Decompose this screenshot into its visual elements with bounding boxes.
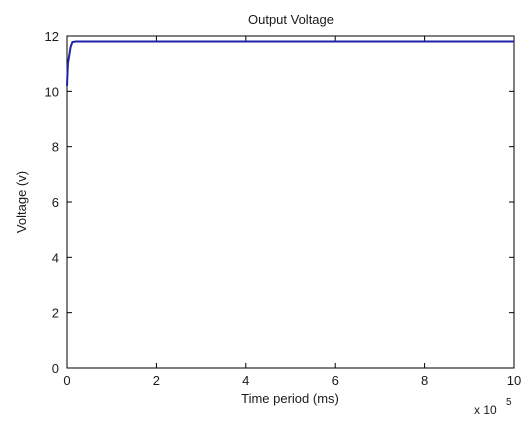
- y-tick-label: 0: [52, 361, 59, 376]
- x-tick-label: 4: [242, 373, 249, 388]
- series-lines: [66, 40, 514, 86]
- y-tick-label: 6: [52, 195, 59, 210]
- x-axis: 0 2 4 6 8 10: [63, 36, 521, 388]
- x-tick-label: 10: [507, 373, 521, 388]
- plot-frame: [66, 35, 515, 369]
- y-axis: 0 2 4 6 8 10 12: [45, 29, 514, 376]
- x-tick-label: 0: [63, 373, 70, 388]
- y-tick-label: 8: [52, 140, 59, 155]
- y-tick-label: 12: [45, 29, 59, 44]
- x-tick-label: 6: [332, 373, 339, 388]
- x-tick-label: 8: [421, 373, 428, 388]
- y-axis-label: Voltage (v): [14, 171, 29, 233]
- x-tick-label: 2: [153, 373, 160, 388]
- y-tick-label: 10: [45, 84, 59, 99]
- y-tick-label: 2: [52, 306, 59, 321]
- y-tick-label: 4: [52, 250, 59, 265]
- x-multiplier-label: x 10: [474, 403, 497, 417]
- plot-area: [66, 35, 515, 369]
- series-line: [66, 40, 514, 86]
- x-axis-label: Time period (ms): [241, 391, 339, 406]
- x-multiplier-exponent: 5: [506, 397, 512, 408]
- chart-title: Output Voltage: [248, 12, 334, 27]
